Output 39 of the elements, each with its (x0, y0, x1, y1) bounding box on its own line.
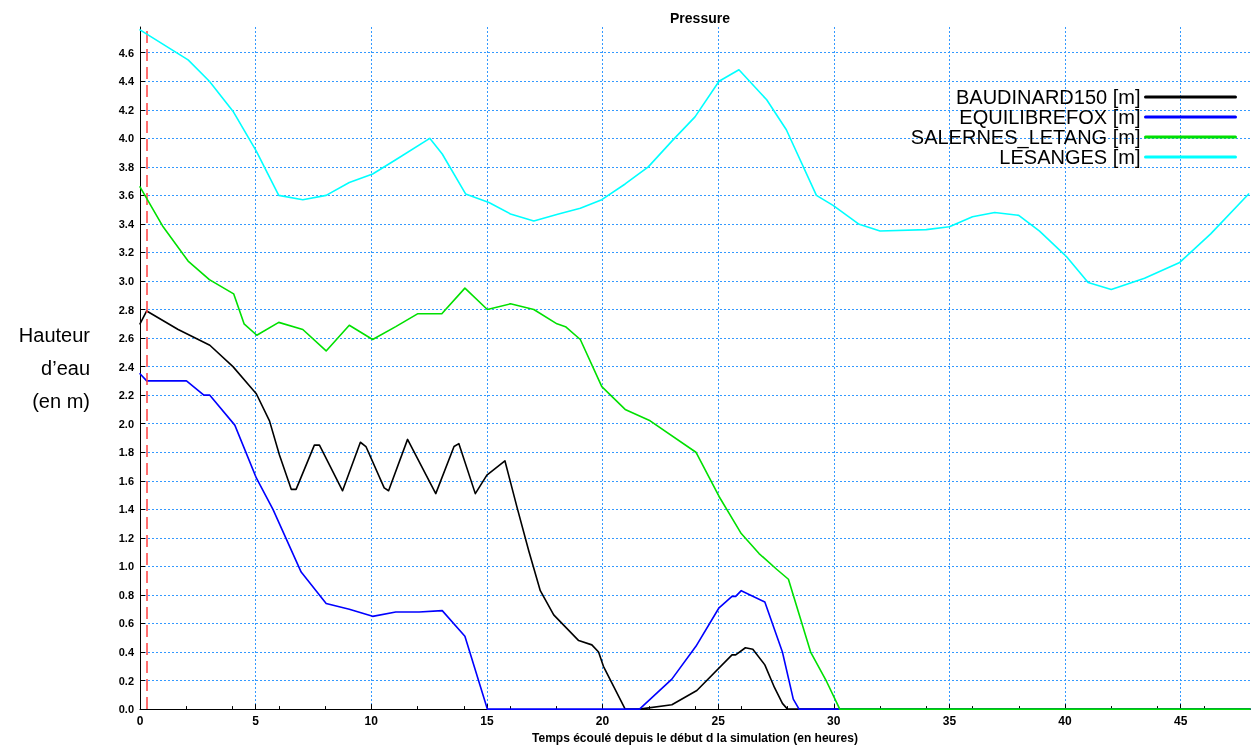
x-axis-title: Temps écoulé depuis le début d la simulation (en heures) (532, 731, 858, 745)
line-series (139, 29, 1250, 291)
y-tick-label: 1.6 (118, 474, 134, 487)
y-tick-label: 1.4 (118, 503, 135, 516)
y-tick-label: 0.4 (118, 646, 135, 659)
y-tick-label: 2.6 (118, 332, 134, 345)
x-tick-label: 20 (595, 714, 610, 729)
y-tick-label: 2.4 (118, 360, 135, 373)
y-tick-label: 3.4 (118, 217, 135, 230)
y-tick-label: 0.2 (118, 674, 134, 687)
x-tick-label: 25 (711, 714, 726, 729)
y-tick-label: 3.8 (118, 160, 134, 173)
x-tick-label: 15 (480, 714, 494, 729)
y-tick-label: 3.0 (118, 275, 134, 287)
x-tick-label: 10 (364, 714, 379, 729)
y-axis-title: Hauteur d’eau (en m) (18, 324, 91, 413)
y-tick-label: 2.2 (118, 389, 134, 402)
x-tick-label: 35 (942, 714, 957, 729)
y-tick-label: 3.6 (118, 189, 134, 202)
y-tick-label: 2.0 (118, 417, 134, 430)
y-tick-label: 1.8 (118, 446, 134, 459)
y-tick-label: 4.2 (118, 103, 134, 116)
y-tick-label: 4.4 (118, 75, 135, 88)
y-tick-label: 0.0 (118, 703, 134, 716)
x-tick-label: 0 (136, 714, 144, 729)
x-tick-label: 30 (827, 714, 841, 729)
y-tick-label: 0.6 (118, 617, 134, 630)
y-tick-label: 4.6 (118, 46, 134, 59)
x-tick-label: 45 (1173, 714, 1188, 729)
y-tick-label: 0.8 (118, 588, 134, 601)
y-tick-label: 3.2 (118, 246, 134, 259)
y-tick-label: 2.8 (118, 303, 134, 316)
y-tick-label: 1.0 (118, 560, 134, 573)
legend-label: BAUDINARD150 [m] (956, 86, 1141, 108)
chart-title: Pressure (670, 10, 731, 26)
x-tick-label: 40 (1058, 714, 1072, 729)
x-tick-label: 5 (252, 714, 260, 729)
y-tick-label: 4.0 (118, 132, 134, 145)
y-tick-label: 1.2 (118, 531, 134, 544)
